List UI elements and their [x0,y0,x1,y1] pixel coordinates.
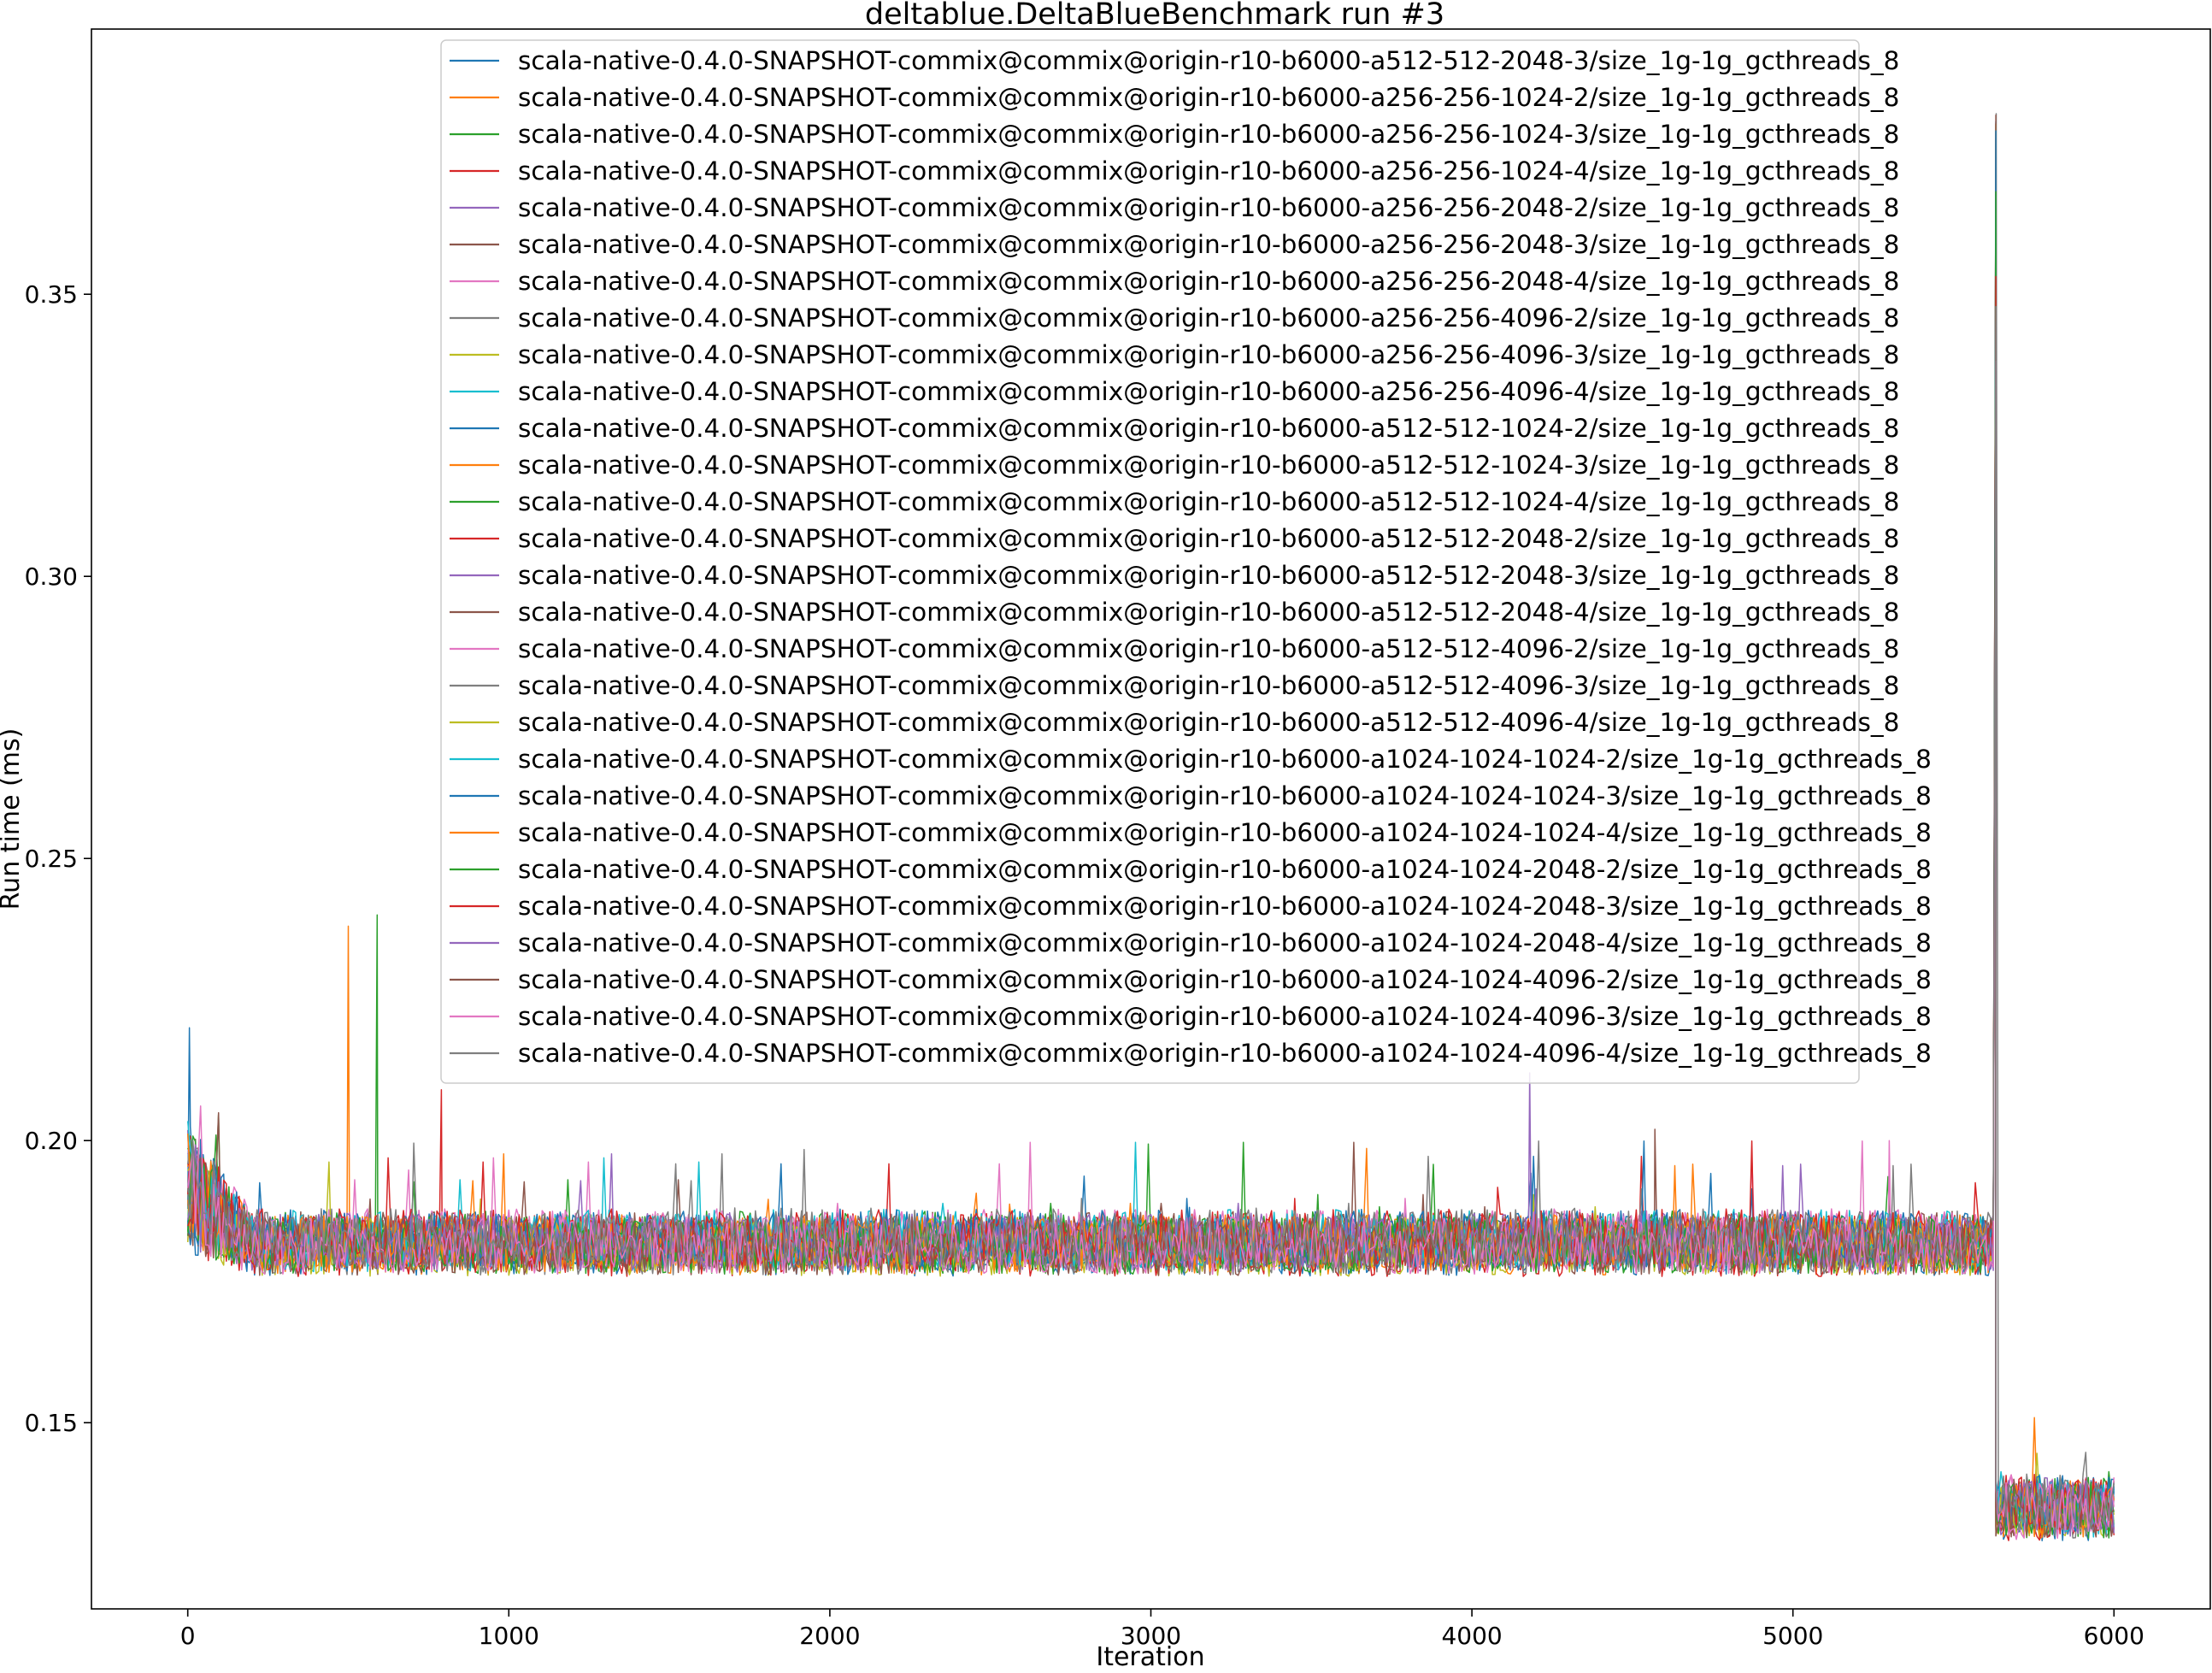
legend-entry-label: scala-native-0.4.0-SNAPSHOT-commix@commi… [518,781,1932,810]
legend: scala-native-0.4.0-SNAPSHOT-commix@commi… [440,39,1932,1084]
x-axis-label: Iteration [1096,1642,1204,1670]
series-line [186,305,2115,1531]
y-tick-label: 0.25 [25,845,78,873]
y-tick-label: 0.30 [25,563,78,591]
x-tick-label: 5000 [1762,1622,1823,1650]
legend-entry-label: scala-native-0.4.0-SNAPSHOT-commix@commi… [518,83,1899,112]
x-axis: 0 1000 2000 3000 4000 5000 6000 [180,1609,2144,1650]
legend-entry-label: scala-native-0.4.0-SNAPSHOT-commix@commi… [518,855,1932,884]
legend-entry-label: scala-native-0.4.0-SNAPSHOT-commix@commi… [518,598,1899,627]
y-tick-label: 0.15 [25,1409,78,1437]
legend-entry-label: scala-native-0.4.0-SNAPSHOT-commix@commi… [518,1002,1932,1031]
legend-entry-label: scala-native-0.4.0-SNAPSHOT-commix@commi… [518,818,1932,847]
x-tick-label: 4000 [1441,1622,1502,1650]
legend-entry-label: scala-native-0.4.0-SNAPSHOT-commix@commi… [518,524,1899,553]
legend-entry-label: scala-native-0.4.0-SNAPSHOT-commix@commi… [518,671,1899,700]
legend-entry-label: scala-native-0.4.0-SNAPSHOT-commix@commi… [518,451,1899,480]
legend-entry-label: scala-native-0.4.0-SNAPSHOT-commix@commi… [518,46,1899,75]
x-tick-label: 1000 [479,1622,539,1650]
legend-entry-label: scala-native-0.4.0-SNAPSHOT-commix@commi… [518,1039,1932,1068]
legend-entry-label: scala-native-0.4.0-SNAPSHOT-commix@commi… [518,340,1899,369]
legend-entry-label: scala-native-0.4.0-SNAPSHOT-commix@commi… [518,303,1899,333]
legend-entry-label: scala-native-0.4.0-SNAPSHOT-commix@commi… [518,745,1932,774]
series-layer [186,113,2115,1541]
x-tick-label: 6000 [2084,1622,2144,1650]
x-tick-label: 2000 [799,1622,860,1650]
x-tick-label: 0 [180,1622,196,1650]
legend-entry-label: scala-native-0.4.0-SNAPSHOT-commix@commi… [518,634,1899,663]
legend-entry-label: scala-native-0.4.0-SNAPSHOT-commix@commi… [518,965,1932,994]
legend-entry-label: scala-native-0.4.0-SNAPSHOT-commix@commi… [518,267,1899,296]
legend-entry-label: scala-native-0.4.0-SNAPSHOT-commix@commi… [518,928,1932,957]
series-line [186,313,2115,1537]
legend-entry-label: scala-native-0.4.0-SNAPSHOT-commix@commi… [518,193,1899,222]
y-axis: 0.15 0.20 0.25 0.30 0.35 [25,280,91,1437]
legend-entry-label: scala-native-0.4.0-SNAPSHOT-commix@commi… [518,892,1932,921]
legend-entry-label: scala-native-0.4.0-SNAPSHOT-commix@commi… [518,120,1899,149]
y-tick-label: 0.35 [25,280,78,309]
legend-entry-label: scala-native-0.4.0-SNAPSHOT-commix@commi… [518,230,1899,259]
legend-entry-label: scala-native-0.4.0-SNAPSHOT-commix@commi… [518,708,1899,737]
y-axis-label: Run time (ms) [0,728,26,910]
legend-box [440,39,1860,1084]
series-line [186,399,2115,1537]
legend-entry-label: scala-native-0.4.0-SNAPSHOT-commix@commi… [518,414,1899,443]
y-tick-label: 0.20 [25,1127,78,1155]
x-tick-label: 3000 [1121,1622,1181,1650]
legend-entry-label: scala-native-0.4.0-SNAPSHOT-commix@commi… [518,561,1899,590]
legend-entry-label: scala-native-0.4.0-SNAPSHOT-commix@commi… [518,156,1899,186]
legend-entry-label: scala-native-0.4.0-SNAPSHOT-commix@commi… [518,487,1899,516]
legend-entry-label: scala-native-0.4.0-SNAPSHOT-commix@commi… [518,377,1899,406]
chart-title: deltablue.DeltaBlueBenchmark run #3 [865,0,1444,32]
